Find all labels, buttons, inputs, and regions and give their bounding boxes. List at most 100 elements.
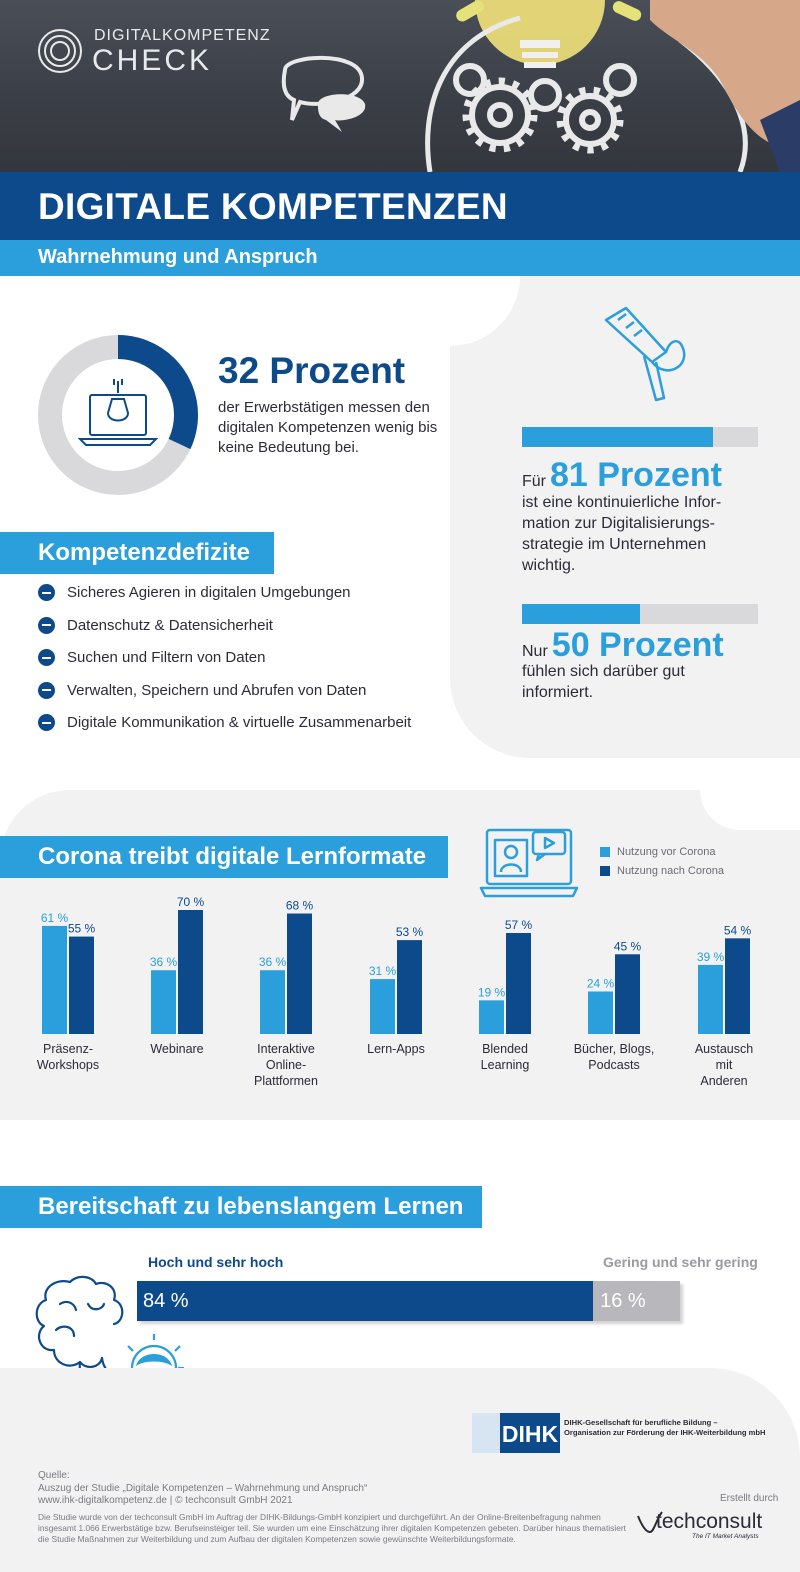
segment-label-low: Gering und sehr gering [603,1254,758,1270]
data-label: 31 % [369,964,397,978]
list-item: Digitale Kommunikation & virtuelle Zusam… [38,714,411,747]
techconsult-logo: techconsult The IT Market Analysts [637,1510,762,1540]
stat-81-number: 81 Prozent [550,456,722,494]
page-title: DIGITALE KOMPETENZEN [38,186,508,227]
stat-50-text: fühlen sich darüber gut informiert. [522,663,685,701]
dihk-logo: DIHK [472,1413,560,1453]
legend-item: Nutzung nach Corona [600,861,724,880]
data-label: 36 % [259,955,287,969]
chart-legend: Nutzung vor Corona Nutzung nach Corona [600,842,724,880]
data-label: 57 % [505,918,533,932]
list-item: Suchen und Filtern von Daten [38,649,411,682]
data-label: 45 % [614,939,642,953]
legend-label: Nutzung vor Corona [617,845,716,858]
category-label: Austausch [695,1042,753,1056]
dihk-line: DIHK-Gesellschaft für berufliche Bildung… [564,1418,718,1427]
data-label: 19 % [478,985,506,999]
data-label: 36 % [150,955,178,969]
legend-swatch [600,846,610,857]
legend-label: Nutzung nach Corona [617,864,725,877]
footer-panel [0,1368,800,1572]
data-label: 24 % [587,976,615,990]
laptop-bomb-icon [77,379,159,446]
category-label: Präsenz- [43,1042,93,1056]
deficit-label: Sicheres Agieren in digitalen Umgebungen [67,584,351,601]
segment-high: 84 % [137,1281,594,1321]
minus-circle-icon [38,649,55,666]
category-label: Bücher, Blogs, [574,1042,655,1056]
data-label: 61 % [41,911,69,925]
subtitle-bar: Wahrnehmung und Anspruch [0,240,800,276]
info-panel [450,276,800,758]
minus-circle-icon [38,681,55,699]
bar-after [615,954,640,1034]
progress-bar-81 [522,427,758,447]
bar-chart: 61 %55 % Präsenz- Workshops 36 % 70 % Webinar… [37,895,753,1088]
donut-arc [38,335,198,495]
category-label: Online- [266,1058,306,1072]
chalkboard-illustration [38,0,800,172]
study-note: Die Studie wurde von der techconsult Gmb… [38,1512,626,1544]
bar-before [151,970,176,1034]
source-line: Auszug der Studie „Digitale Kompetenzen … [38,1482,368,1494]
bar-after [397,940,422,1034]
category-label: Lern-Apps [367,1042,425,1056]
stat-32-text: der Erwerbstätigen messen den digitalen … [218,399,438,456]
legend-item: Nutzung vor Corona [600,842,724,861]
data-label: 54 % [724,923,752,937]
bar-before [260,970,285,1034]
bar-after [506,933,531,1034]
title-bar: DIGITALE KOMPETENZEN [0,172,800,240]
stat-50-number: 50 Prozent [551,626,724,664]
bar-after [287,913,312,1034]
stat-50-headline: Nur 50 Prozent [522,626,724,665]
bar-before [698,964,723,1034]
progress-fill-81 [522,427,714,447]
stat-81-text: ist eine kontinuierliche Infor-mation zu… [522,494,722,574]
minus-circle-icon [38,584,55,601]
source-url: www.ihk-digitalkompetenz.de | © techcons… [38,1495,293,1506]
dihk-description: DIHK-Gesellschaft für berufliche Bildung… [564,1418,766,1438]
list-item: Sicheres Agieren in digitalen Umgebungen [38,584,411,617]
techconsult-logo-text: techconsult [656,1510,762,1533]
progress-bar-50 [522,604,758,624]
segment-label-high: Hoch und sehr hoch [148,1254,284,1270]
minus-circle-icon [38,714,55,731]
category-label: Workshops [37,1058,99,1072]
list-item: Datenschutz & Datensicherheit [38,616,411,650]
category-label: Blended [482,1042,528,1056]
data-label: 55 % [68,922,96,936]
category-label: Webinare [150,1042,203,1056]
created-by-label: Erstellt durch [720,1493,779,1504]
bar-before [588,991,613,1034]
progress-fill-50 [522,604,640,624]
techconsult-tagline: The IT Market Analysts [692,1533,759,1540]
bar-before [370,979,395,1034]
category-label: Learning [481,1058,530,1072]
dihk-logo-text: DIHK [502,1421,559,1447]
legend-swatch [600,865,610,876]
list-item: Verwalten, Speichern und Abrufen von Dat… [38,681,411,715]
category-label: mit [716,1058,733,1072]
header-image: DIGITALKOMPETENZ CHECK [0,0,800,172]
deficit-list: Sicheres Agieren in digitalen Umgebungen… [38,584,411,747]
stacked-bar: 84 % 16 % [137,1281,680,1321]
video-call-icon [479,828,579,898]
donut-chart-32 [38,335,198,495]
stat-81-headline: Für 81 Prozent [522,456,722,495]
brand-wordmark-bottom: CHECK [92,44,213,77]
minus-circle-icon [38,616,55,634]
bar-after [725,938,750,1034]
category-label: Anderen [700,1074,747,1088]
dihk-line: Organisation zur Förderung der IHK-Weite… [564,1428,766,1437]
deficit-label: Verwalten, Speichern und Abrufen von Dat… [67,681,367,699]
section-title-deficits: Kompetenzdefizite [0,532,274,574]
bar-after [178,910,203,1034]
stat-81-prefix: Für [522,473,546,490]
deficit-label: Digitale Kommunikation & virtuelle Zusam… [67,714,412,731]
deficit-label: Datenschutz & Datensicherheit [67,616,273,634]
bar-before [479,1000,504,1034]
stat-32-headline: 32 Prozent [218,350,406,391]
data-label: 39 % [697,950,725,964]
data-label: 70 % [177,895,205,909]
